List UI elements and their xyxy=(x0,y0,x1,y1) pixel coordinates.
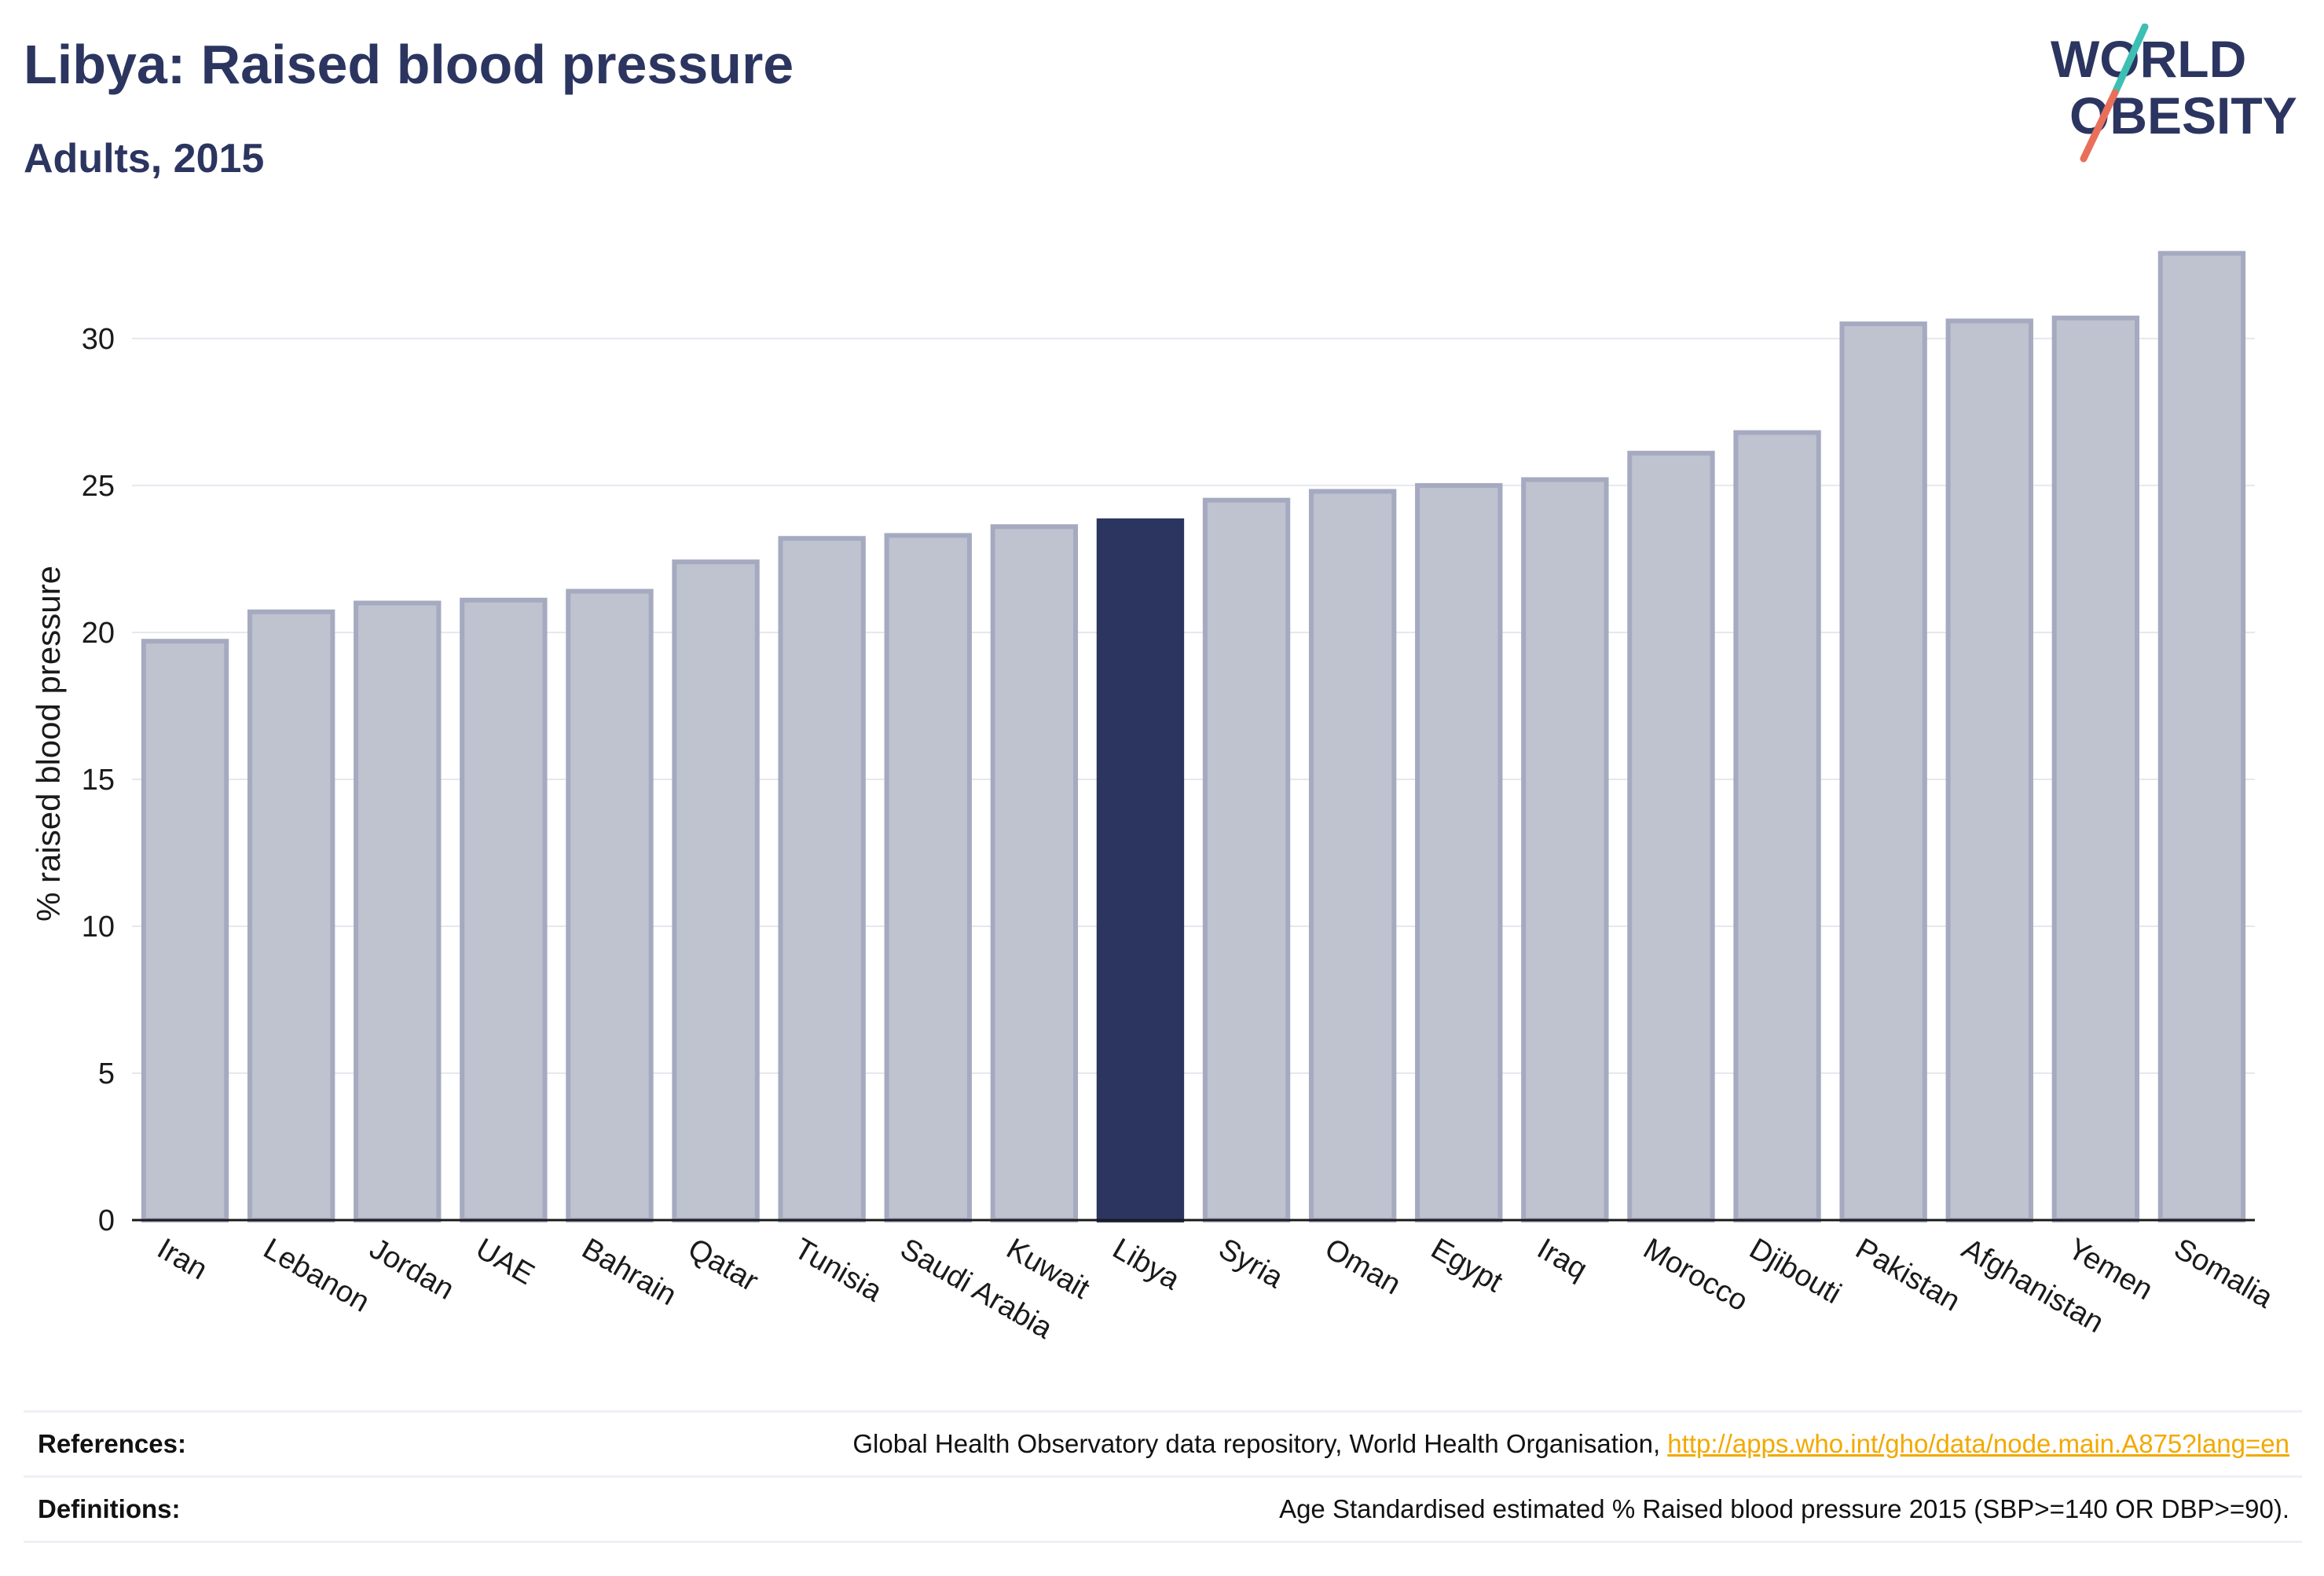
x-tick-label: Tunisia xyxy=(789,1232,889,1308)
bar-egypt xyxy=(1415,482,1503,1222)
bar-yemen xyxy=(2051,315,2140,1222)
y-tick-label: 15 xyxy=(82,764,115,797)
footer: References: Global Health Observatory da… xyxy=(24,1410,2302,1543)
bar-iran xyxy=(141,639,229,1222)
y-tick-label: 25 xyxy=(82,470,115,503)
bars xyxy=(141,251,2246,1223)
definitions-label: Definitions: xyxy=(38,1494,181,1523)
y-tick-label: 0 xyxy=(98,1204,115,1237)
bar-iraq xyxy=(1521,477,1609,1222)
x-tick-label: Syria xyxy=(1213,1232,1289,1295)
logo-line1: WORLD xyxy=(2051,30,2246,88)
bar-lebanon xyxy=(247,609,335,1222)
logo-slash-top-icon xyxy=(2111,24,2149,97)
bar-oman xyxy=(1308,489,1397,1222)
y-axis-title: % raised blood pressure xyxy=(30,566,67,922)
definitions-value: Age Standardised estimated % Raised bloo… xyxy=(1279,1494,2289,1523)
world-obesity-logo: WORLD OBESITY xyxy=(2051,24,2297,163)
x-tick-label: Lebanon xyxy=(258,1232,375,1318)
bar-uae xyxy=(460,597,548,1222)
x-tick-label: UAE xyxy=(470,1232,540,1291)
logo-slash-bottom-icon xyxy=(2080,89,2119,163)
x-tick-label: Qatar xyxy=(683,1232,764,1298)
x-tick-label: Somalia xyxy=(2168,1232,2279,1314)
bar-qatar xyxy=(672,559,760,1222)
bar-kuwait xyxy=(990,524,1079,1222)
x-tick-label: Pakistan xyxy=(1850,1232,1966,1318)
bar-somalia xyxy=(2157,251,2246,1223)
bar-jordan xyxy=(354,600,442,1222)
references-label: References: xyxy=(38,1429,186,1458)
x-tick-label: Bahrain xyxy=(576,1232,681,1312)
y-tick-label: 10 xyxy=(82,911,115,944)
x-tick-label: Oman xyxy=(1319,1232,1406,1301)
definitions-row: Definitions: Age Standardised estimated … xyxy=(24,1475,2302,1543)
bar-tunisia xyxy=(778,536,866,1222)
bar-afghanistan xyxy=(1945,318,2033,1223)
page-subtitle: Adults, 2015 xyxy=(24,136,265,181)
bar-syria xyxy=(1202,497,1291,1222)
references-row: References: Global Health Observatory da… xyxy=(24,1410,2302,1475)
bar-bahrain xyxy=(566,588,654,1222)
references-text: Global Health Observatory data repositor… xyxy=(852,1429,1668,1458)
references-value: Global Health Observatory data repositor… xyxy=(852,1429,2302,1459)
x-tick-label: Iraq xyxy=(1531,1232,1593,1286)
x-tick-label: Libya xyxy=(1107,1232,1186,1296)
y-tick-label: 30 xyxy=(82,323,115,356)
references-link[interactable]: http://apps.who.int/gho/data/node.main.A… xyxy=(1667,1429,2289,1458)
gridlines xyxy=(132,337,2255,1074)
bar-pakistan xyxy=(1839,321,1927,1222)
y-tick-label: 5 xyxy=(98,1057,115,1090)
x-tick-label: Djibouti xyxy=(1744,1232,1847,1310)
x-tick-label: Jordan xyxy=(364,1232,460,1306)
bar-djibouti xyxy=(1733,430,1821,1222)
x-tick-label: Egypt xyxy=(1425,1232,1508,1299)
y-tick-label: 20 xyxy=(82,617,115,650)
bar-morocco xyxy=(1627,450,1715,1222)
x-tick-label: Morocco xyxy=(1637,1232,1753,1318)
bar-libya xyxy=(1096,518,1185,1222)
y-tick-labels: 0 5 10 15 20 25 30 xyxy=(82,323,115,1237)
x-tick-label: Iran xyxy=(152,1232,213,1286)
bar-saudi-arabia xyxy=(884,533,972,1222)
page-title: Libya: Raised blood pressure xyxy=(24,34,794,95)
